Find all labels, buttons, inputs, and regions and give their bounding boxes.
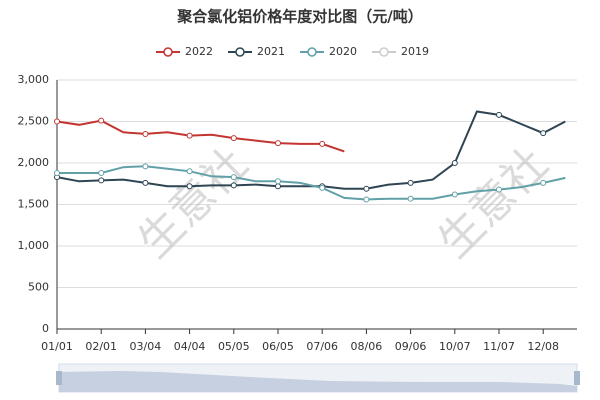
y-tick-label: 2,500 <box>18 115 50 128</box>
zoom-handle[interactable] <box>56 371 62 385</box>
point <box>319 184 326 191</box>
legend-marker <box>379 47 389 57</box>
legend-marker <box>163 47 173 57</box>
point <box>540 179 547 186</box>
point <box>230 182 237 189</box>
point <box>496 186 502 193</box>
legend-label: 2021 <box>257 45 285 58</box>
series-line <box>56 119 345 153</box>
legend-marker <box>235 47 245 57</box>
legend-label: 2019 <box>401 45 429 58</box>
chart-title: 聚合氯化铝价格年度对比图（元/吨） <box>176 8 422 26</box>
point <box>407 195 414 202</box>
legend-label: 2022 <box>185 45 213 58</box>
series-line <box>57 165 566 201</box>
x-tick-label: 06/05 <box>262 340 294 353</box>
x-tick-label: 07/06 <box>306 340 338 353</box>
point <box>275 183 281 190</box>
point <box>142 163 149 170</box>
point <box>98 169 105 176</box>
x-tick-label: 11/07 <box>483 340 515 353</box>
point <box>275 178 281 185</box>
point <box>54 118 60 125</box>
x-tick-label: 09/06 <box>395 340 427 353</box>
point <box>230 174 237 181</box>
x-tick-label: 05/05 <box>218 340 250 353</box>
point <box>230 135 237 142</box>
point <box>142 179 149 186</box>
point <box>451 160 458 166</box>
y-tick-label: 500 <box>28 281 49 294</box>
point <box>275 140 281 147</box>
zoom-shadow <box>59 371 577 392</box>
x-tick-label: 08/06 <box>351 340 383 353</box>
point <box>142 130 149 137</box>
x-tick-label: 02/01 <box>85 340 117 353</box>
point <box>363 185 370 192</box>
watermark: 生意社 <box>129 139 258 268</box>
y-tick-label: 1,500 <box>18 198 50 211</box>
point <box>496 111 502 118</box>
x-tick-label: 10/07 <box>439 340 471 353</box>
point <box>407 179 414 186</box>
point <box>186 168 193 175</box>
watermark: 生意社 <box>429 139 558 268</box>
point <box>319 140 326 147</box>
point <box>186 183 193 190</box>
legend-label: 2020 <box>329 45 357 58</box>
x-tick-label: 04/04 <box>174 340 206 353</box>
point <box>54 169 60 176</box>
y-tick-label: 2,000 <box>18 156 50 169</box>
y-tick-label: 3,000 <box>18 73 50 86</box>
legend-marker <box>307 47 317 57</box>
zoom-handle[interactable] <box>574 371 580 385</box>
point <box>98 117 105 124</box>
point <box>451 191 458 198</box>
x-tick-label: 01/01 <box>41 340 73 353</box>
point <box>540 130 547 137</box>
point <box>363 196 370 203</box>
y-tick-label: 1,000 <box>18 239 50 252</box>
point <box>98 177 105 184</box>
point <box>186 132 193 139</box>
x-tick-label: 12/08 <box>527 340 559 353</box>
y-tick-label: 0 <box>42 322 49 335</box>
data-zoom-slider[interactable] <box>56 363 580 393</box>
x-tick-label: 03/04 <box>130 340 162 353</box>
